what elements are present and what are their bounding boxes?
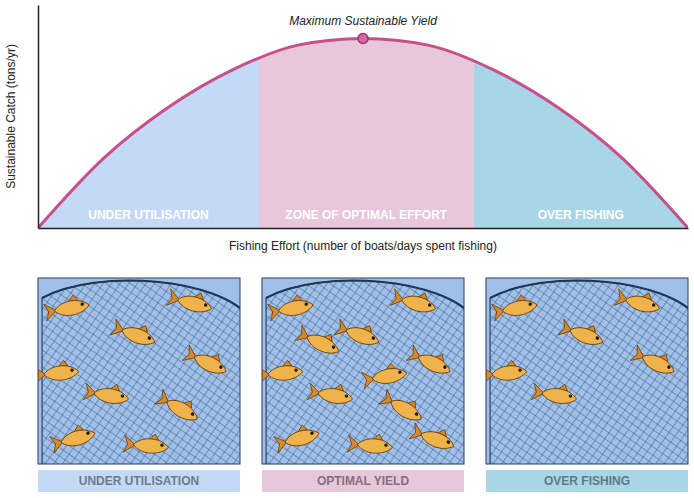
fish <box>347 431 393 456</box>
fish <box>273 421 322 453</box>
zone-label: ZONE OF OPTIMAL EFFORT <box>285 208 447 222</box>
illustration-panel: OVER FISHING <box>481 278 694 492</box>
fish <box>334 315 383 350</box>
fish <box>262 359 304 384</box>
fish <box>110 315 159 350</box>
fish <box>83 379 131 407</box>
panel-label-box <box>262 470 464 492</box>
fish <box>307 379 355 407</box>
axis-line <box>39 228 689 230</box>
fish <box>295 322 344 360</box>
fish <box>558 315 607 350</box>
x-axis-title: Fishing Effort (number of boats/days spe… <box>229 239 497 253</box>
fish <box>267 293 315 321</box>
zone-labels: UNDER UTILISATION ZONE OF OPTIMAL EFFORT O… <box>88 208 623 222</box>
fish <box>49 421 98 453</box>
net <box>490 281 688 464</box>
panel-label: OPTIMAL YIELD <box>317 474 410 488</box>
fish <box>154 386 203 426</box>
fish <box>486 359 528 384</box>
panel-frame <box>38 278 240 464</box>
fish <box>409 419 458 454</box>
illustration-panel: OPTIMAL YIELD <box>257 278 474 492</box>
fish <box>378 386 427 426</box>
fish <box>361 361 409 389</box>
panel-frame <box>262 278 464 464</box>
y-axis <box>38 6 39 229</box>
net <box>266 281 464 464</box>
fish <box>123 431 169 456</box>
panel-label-box <box>486 470 688 492</box>
x-axis <box>39 228 689 229</box>
fish <box>166 285 215 317</box>
net-rim <box>266 281 464 318</box>
panel-label: OVER FISHING <box>544 474 630 488</box>
net <box>42 281 240 464</box>
net-rim <box>42 281 240 318</box>
panel-content <box>262 278 464 464</box>
fish <box>43 293 91 321</box>
panel-label: UNDER UTILISATION <box>79 474 199 488</box>
peak-marker <box>358 33 368 43</box>
y-axis-title: Sustainable Catch (tons/yr) <box>4 44 18 189</box>
plot-marks <box>38 33 688 228</box>
panel-label-box <box>38 470 240 492</box>
panel-content <box>38 278 240 464</box>
fish <box>182 342 231 380</box>
fish <box>390 285 439 317</box>
axis-line <box>38 6 40 229</box>
fish <box>406 342 455 380</box>
fish <box>614 285 663 317</box>
zone-label: UNDER UTILISATION <box>88 208 208 222</box>
zone-label: OVER FISHING <box>538 208 624 222</box>
fish <box>38 359 80 384</box>
fish <box>491 293 539 321</box>
zone-area <box>259 38 474 228</box>
illustration-panel: UNDER UTILISATION <box>33 278 250 492</box>
figure: UNDER UTILISATION ZONE OF OPTIMAL EFFORT O… <box>0 0 694 498</box>
zone-area <box>474 38 688 228</box>
fish <box>531 379 579 407</box>
panel-frame <box>486 278 688 464</box>
zone-area <box>38 38 259 228</box>
yield-curve <box>38 38 688 228</box>
net-rim <box>490 281 688 318</box>
fish <box>630 342 679 380</box>
annotation: Maximum Sustainable Yield <box>289 14 437 28</box>
panel-content <box>486 278 688 464</box>
